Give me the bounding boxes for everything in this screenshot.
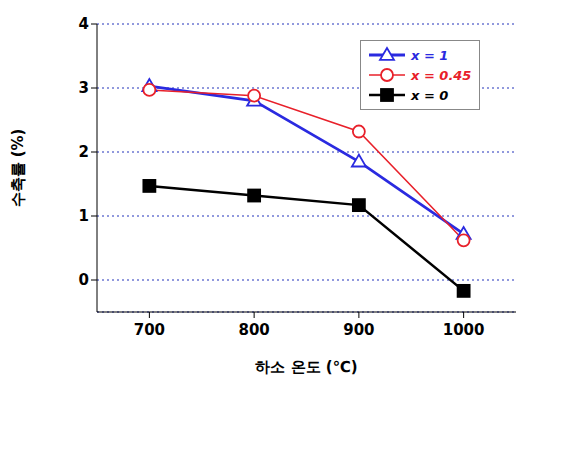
html-text:x = 0.45: x = 0.45 [411, 67, 472, 83]
svg-text:1000: 1000 [443, 321, 485, 339]
svg-text:800: 800 [238, 321, 269, 339]
svg-text:700: 700 [134, 321, 165, 339]
html-text:x = 0: x = 0 [411, 87, 449, 103]
svg-text:3: 3 [79, 79, 89, 97]
svg-text:1: 1 [79, 207, 89, 225]
svg-text:900: 900 [343, 321, 374, 339]
svg-text:2: 2 [79, 143, 89, 161]
svg-text:0: 0 [79, 271, 89, 289]
svg-text:4: 4 [79, 15, 89, 33]
html-text:x = 1: x = 1 [411, 47, 449, 63]
svg-text:수축률 (%): 수축률 (%) [9, 129, 27, 208]
svg-text:하소 온도 (℃): 하소 온도 (℃) [255, 358, 357, 376]
